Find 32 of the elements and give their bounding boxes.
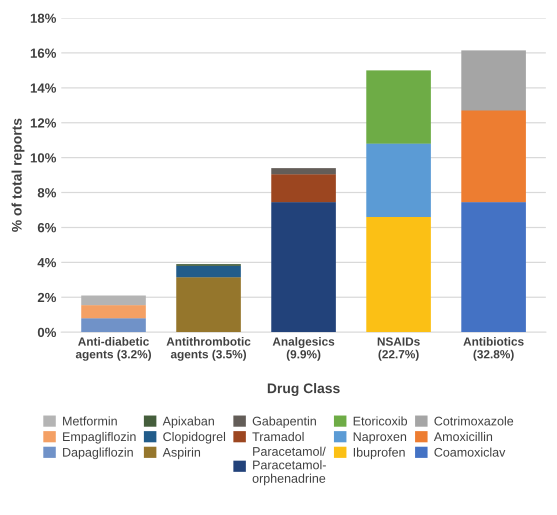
- x-tick-label: Analgesics (9.9%): [272, 337, 334, 361]
- y-tick-label: 0%: [38, 328, 56, 338]
- y-tick-label: 12%: [30, 118, 56, 128]
- y-tick-label: 8%: [38, 188, 56, 198]
- legend-label: Clopidogrel: [163, 432, 226, 444]
- legend-label: Empagliflozin: [63, 432, 136, 444]
- legend-label: Dapagliflozin: [63, 448, 133, 460]
- legend-label: Gabapentin: [252, 416, 316, 428]
- y-tick-label: 6%: [38, 223, 56, 232]
- legend-label: Naproxen: [354, 432, 406, 444]
- legend-label: Metformin: [63, 416, 117, 426]
- y-tick-label: 18%: [30, 14, 56, 23]
- y-tick-label: 10%: [30, 153, 56, 163]
- x-tick-label: NSAIDs (22.7%): [378, 337, 420, 361]
- x-tick-label: Antibiotics (32.8%): [463, 337, 524, 361]
- y-axis-title: % of total reports: [12, 118, 24, 232]
- y-tick-label: 14%: [30, 83, 56, 93]
- y-tick-label: 2%: [38, 292, 56, 302]
- legend-label: Amoxicillin: [434, 432, 492, 442]
- x-axis-title: Drug Class: [268, 383, 340, 396]
- legend-label: Coamoxiclav: [434, 448, 506, 457]
- y-tick-label: 16%: [30, 48, 56, 58]
- x-tick-label: Anti-diabetic agents (3.2%): [76, 337, 151, 361]
- x-tick-label: Antithrombotic agents (3.5%): [166, 337, 250, 361]
- legend-label: Aspirin: [162, 448, 200, 460]
- legend-label: Etoricoxib: [354, 416, 408, 426]
- legend-label: Cotrimoxazole: [434, 416, 514, 426]
- legend-label: Paracetamol/ Paracetamol- orphenadrine: [252, 446, 326, 486]
- legend-label: Ibuprofen: [354, 448, 405, 460]
- legend-label: Tramadol: [252, 432, 304, 442]
- legend-label: Apixaban: [162, 416, 214, 428]
- y-tick-label: 4%: [38, 258, 56, 268]
